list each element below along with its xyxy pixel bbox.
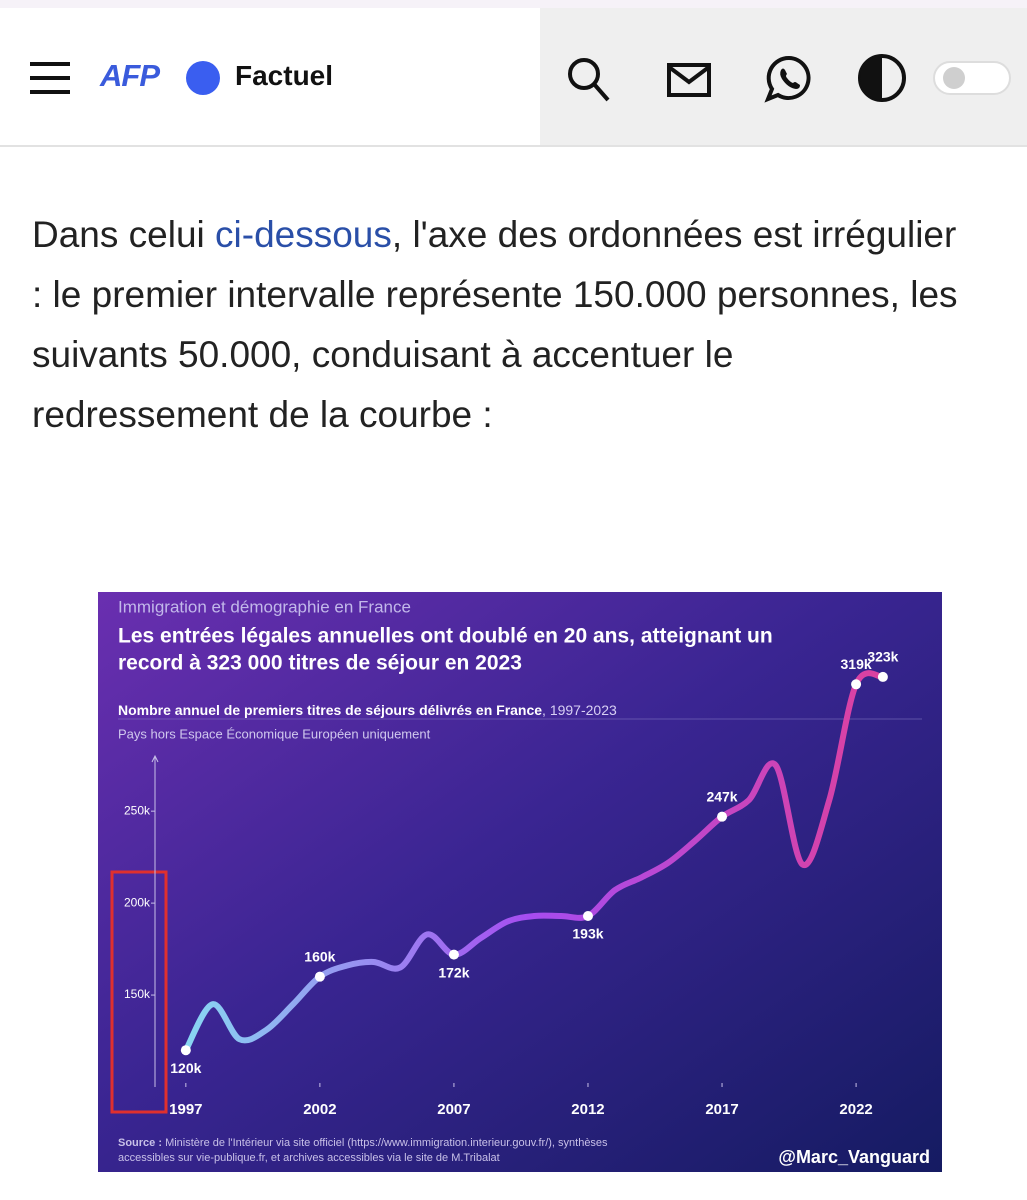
data-point [180,1045,191,1056]
source: Source : Ministère de l'Intérieur via si… [118,1137,608,1149]
search-button[interactable] [564,54,614,104]
logo[interactable]: AFP [100,58,160,93]
source-text: Ministère de l'Intérieur via site offici… [165,1137,608,1149]
data-point [851,679,862,690]
x-tick-label: 2002 [303,1101,336,1118]
section-name[interactable]: Factuel [235,60,334,91]
data-label: 172k [438,964,469,980]
data-line [182,670,886,1054]
x-tick-label: 2022 [839,1101,872,1118]
chart-title: record à 323 000 titres de séjour en 202… [118,652,522,675]
x-tick-label: 2007 [437,1101,470,1118]
x-tick-label: 2012 [571,1101,604,1118]
source-label: Source : [118,1137,162,1149]
top-strip [0,0,1027,8]
subtitle-main: Nombre annuel de premiers titres de séjo… [118,702,542,718]
supertitle: Immigration et démographie en France [118,597,411,616]
data-point [877,671,888,682]
x-tick-label: 2017 [705,1101,738,1118]
theme-toggle[interactable] [932,58,1012,98]
text: Dans celui [32,214,216,255]
header: AFP Factuel [0,8,1027,147]
article-text: Dans celui ci-dessous, l'axe des ordonné… [32,205,962,445]
highlight-box [110,870,168,1114]
logo-dot [186,61,220,95]
y-tick-label: 200k [124,895,151,909]
menu-button[interactable] [28,60,72,96]
data-label: 120k [170,1060,201,1076]
whatsapp-button[interactable] [764,54,814,104]
data-point [717,811,728,822]
data-point [448,949,459,960]
chart-background [98,592,942,1172]
data-label: 323k [867,649,898,665]
text: , l'axe des ordonnées est irrégulier : l… [32,214,958,435]
subtitle-period: , 1997-2023 [542,702,617,718]
data-point [314,971,325,982]
source-text: accessibles sur vie-publique.fr, et arch… [118,1152,500,1164]
y-axis-arrow [151,754,159,763]
credit: @Marc_Vanguard [778,1147,930,1167]
y-tick-label: 250k [124,803,151,817]
chart-title: Les entrées légales annuelles ont doublé… [118,625,773,648]
data-label: 193k [572,926,603,942]
data-point [582,910,593,921]
x-tick-label: 1997 [169,1101,202,1118]
chart: Immigration et démographie en France Les… [98,592,942,1172]
mail-button[interactable] [666,60,712,100]
y-tick-label: 150k [124,987,151,1001]
data-label: 247k [706,788,737,804]
data-label: 319k [841,656,872,672]
subtitle: Nombre annuel de premiers titres de séjo… [118,702,617,718]
note: Pays hors Espace Économique Européen uni… [118,726,431,741]
data-label: 160k [304,948,335,964]
contrast-button[interactable] [856,52,908,104]
link[interactable]: ci-dessous [215,214,392,255]
